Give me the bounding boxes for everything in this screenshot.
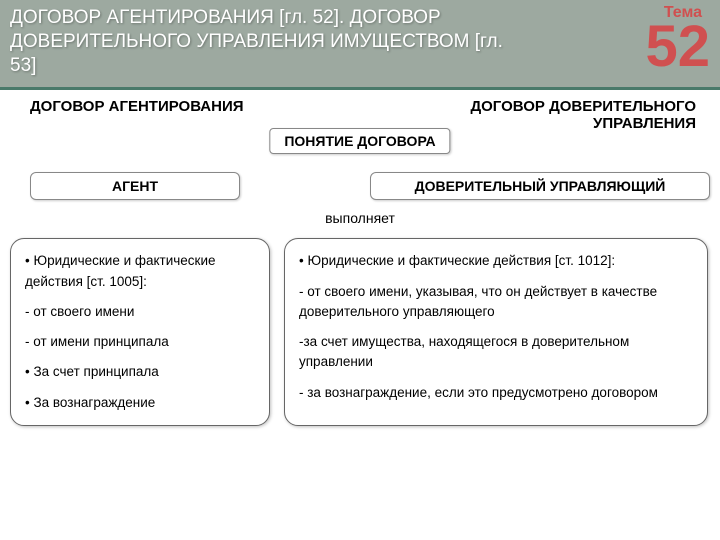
detail-line: - от своего имени, указывая, что он дейс… xyxy=(299,282,693,323)
detail-line: - от своего имени xyxy=(25,302,255,322)
detail-line: • За счет принципала xyxy=(25,362,255,382)
detail-line: - за вознаграждение, если это предусмотр… xyxy=(299,383,693,403)
left-column-header: ДОГОВОР АГЕНТИРОВАНИЯ xyxy=(30,98,244,132)
detail-line: - от имени принципала xyxy=(25,332,255,352)
detail-line: • Юридические и фактические действия [ст… xyxy=(299,251,693,271)
detail-line: • За вознаграждение xyxy=(25,393,255,413)
agent-details-box: • Юридические и фактические действия [ст… xyxy=(10,238,270,426)
detail-line: -за счет имущества, находящегося в довер… xyxy=(299,332,693,373)
manager-role-box: ДОВЕРИТЕЛЬНЫЙ УПРАВЛЯЮЩИЙ xyxy=(370,172,710,200)
manager-details-box: • Юридические и фактические действия [ст… xyxy=(284,238,708,426)
concept-box: ПОНЯТИЕ ДОГОВОРА xyxy=(269,128,450,154)
page-title: ДОГОВОР АГЕНТИРОВАНИЯ [гл. 52]. ДОГОВОР … xyxy=(10,6,530,77)
performs-label: выполняет xyxy=(10,210,710,226)
details-row: • Юридические и фактические действия [ст… xyxy=(10,238,710,426)
role-row: АГЕНТ ДОВЕРИТЕЛЬНЫЙ УПРАВЛЯЮЩИЙ xyxy=(10,172,710,200)
content-area: ДОГОВОР АГЕНТИРОВАНИЯ ДОГОВОР ДОВЕРИТЕЛЬ… xyxy=(0,90,720,434)
agent-role-box: АГЕНТ xyxy=(30,172,240,200)
right-column-header: ДОГОВОР ДОВЕРИТЕЛЬНОГО УПРАВЛЕНИЯ xyxy=(426,98,696,132)
column-headers-row: ДОГОВОР АГЕНТИРОВАНИЯ ДОГОВОР ДОВЕРИТЕЛЬ… xyxy=(10,98,710,132)
detail-line: • Юридические и фактические действия [ст… xyxy=(25,251,255,292)
page-header: ДОГОВОР АГЕНТИРОВАНИЯ [гл. 52]. ДОГОВОР … xyxy=(0,0,720,90)
theme-number: 52 xyxy=(645,18,710,76)
